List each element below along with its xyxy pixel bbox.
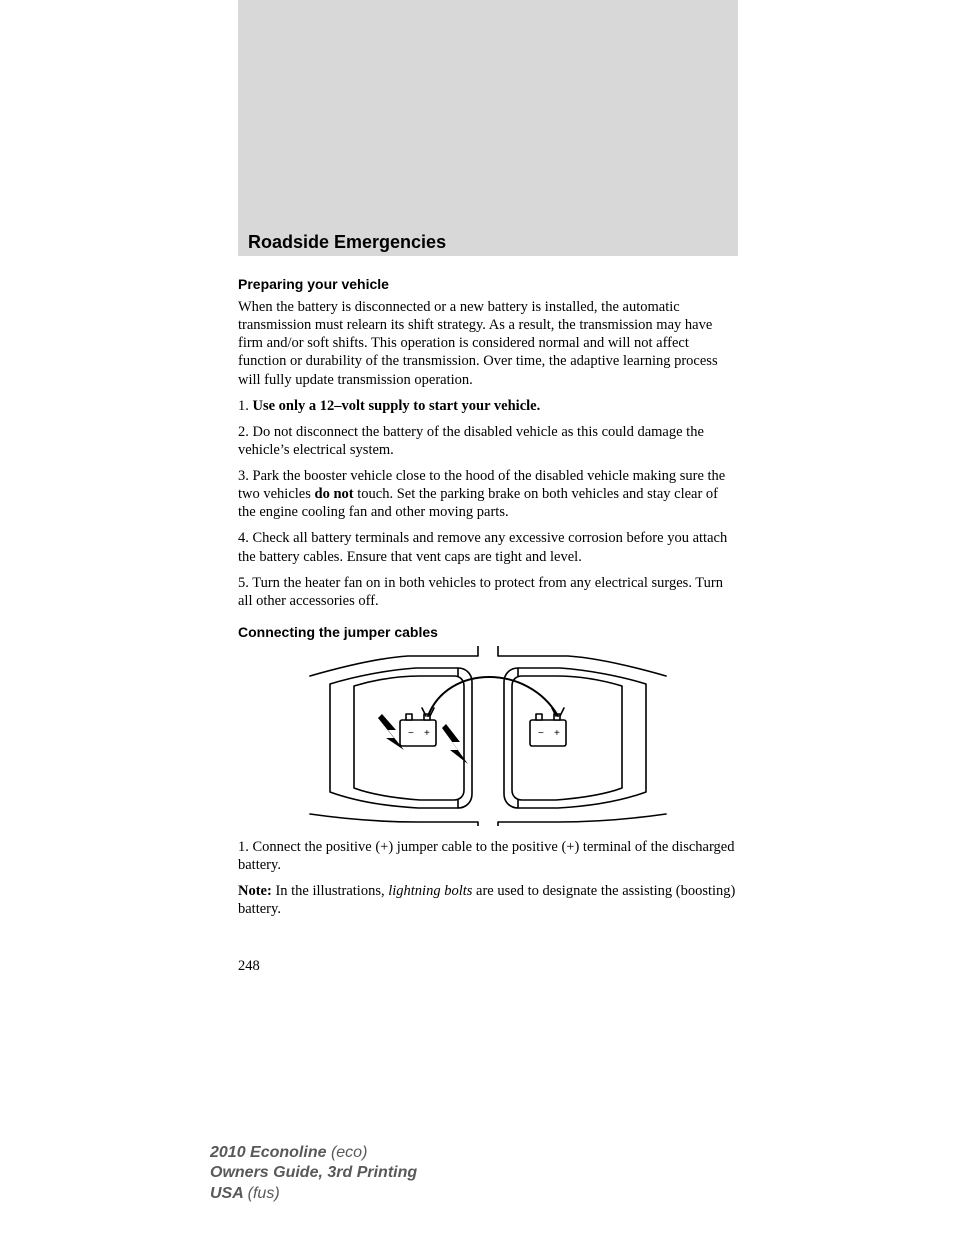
page-content: Preparing your vehicle When the battery … [238,268,738,975]
footer: 2010 Econoline (eco) Owners Guide, 3rd P… [210,1143,417,1205]
note-label: Note: [238,883,272,899]
section1-intro: When the battery is disconnected or a ne… [238,298,738,389]
footer-l1-bold: 2010 Econoline [210,1144,331,1161]
chapter-title: Roadside Emergencies [248,232,446,253]
footer-l3-bold: USA [210,1185,248,1202]
right-battery-minus: − [538,728,544,739]
page-number: 248 [238,958,738,975]
footer-line2: Owners Guide, 3rd Printing [210,1163,417,1184]
section1-step1: 1. Use only a 12–volt supply to start yo… [238,397,738,415]
step3-bold: do not [315,486,354,502]
footer-l3-italic: (fus) [248,1185,280,1202]
section1-step4: 4. Check all battery terminals and remov… [238,529,738,565]
chapter-title-bar: Roadside Emergencies [238,228,738,256]
note-italic: lightning bolts [388,883,472,899]
step1-bold: Use only a 12–volt supply to start your … [253,398,541,414]
step1-prefix: 1. [238,398,253,414]
jumper-diagram-wrap: − + − + [238,646,738,826]
footer-line3: USA (fus) [210,1184,417,1205]
left-battery-minus: − [408,728,414,739]
section1-step3: 3. Park the booster vehicle close to the… [238,467,738,521]
top-gray-block [238,0,738,234]
section2-note: Note: In the illustrations, lightning bo… [238,882,738,918]
section2-heading: Connecting the jumper cables [238,624,738,640]
footer-l2-bold: Owners Guide, 3rd Printing [210,1164,417,1181]
section2-step1: 1. Connect the positive (+) jumper cable… [238,838,738,874]
footer-line1: 2010 Econoline (eco) [210,1143,417,1164]
note-a: In the illustrations, [272,883,388,899]
section1-heading: Preparing your vehicle [238,276,738,292]
footer-l1-italic: (eco) [331,1144,367,1161]
left-battery-plus: + [424,728,430,739]
section1-step2: 2. Do not disconnect the battery of the … [238,423,738,459]
section1-step5: 5. Turn the heater fan on in both vehicl… [238,574,738,610]
right-battery-plus: + [554,728,560,739]
jumper-diagram: − + − + [308,646,668,826]
